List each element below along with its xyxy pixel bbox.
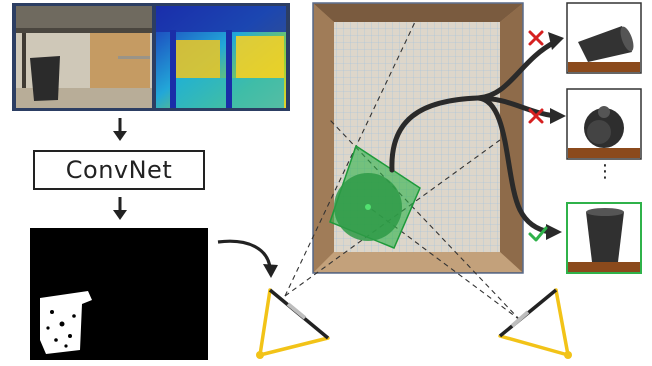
gripper-left (256, 288, 330, 359)
flow-arrow-1 (113, 118, 127, 141)
gripper-right (498, 288, 572, 359)
rgb-photo (16, 6, 152, 108)
fail-mark-middle (528, 108, 544, 124)
cup-icon (584, 106, 624, 148)
bin (312, 2, 524, 274)
input-images (12, 3, 290, 111)
gripper-icon (256, 288, 330, 359)
branch-arrowhead-bottom (546, 224, 562, 240)
segmentation-mask (30, 228, 208, 360)
convnet-box: ConvNet (33, 150, 205, 190)
branch-arrowhead-middle (550, 108, 566, 124)
mask-to-gripper-arrow (217, 239, 272, 269)
convnet-label: ConvNet (65, 156, 173, 184)
cup-icon (586, 208, 624, 262)
flow-arrow-2 (113, 197, 127, 220)
outcome-panel-success (566, 202, 642, 274)
gripper-icon (498, 288, 572, 359)
grasp-region (329, 144, 421, 249)
depth-map (156, 6, 286, 108)
branch-arrowhead-top (548, 32, 564, 50)
outcome-panel-tipped (566, 2, 642, 74)
outcome-branches (389, 39, 558, 235)
success-check-icon (528, 226, 548, 242)
fail-mark-top (528, 30, 544, 46)
more-outcomes-ellipsis: ⋮ (596, 161, 614, 182)
cup-icon (578, 26, 634, 62)
outcome-panel-upside-down (566, 88, 642, 160)
arrow-icon (263, 264, 278, 278)
